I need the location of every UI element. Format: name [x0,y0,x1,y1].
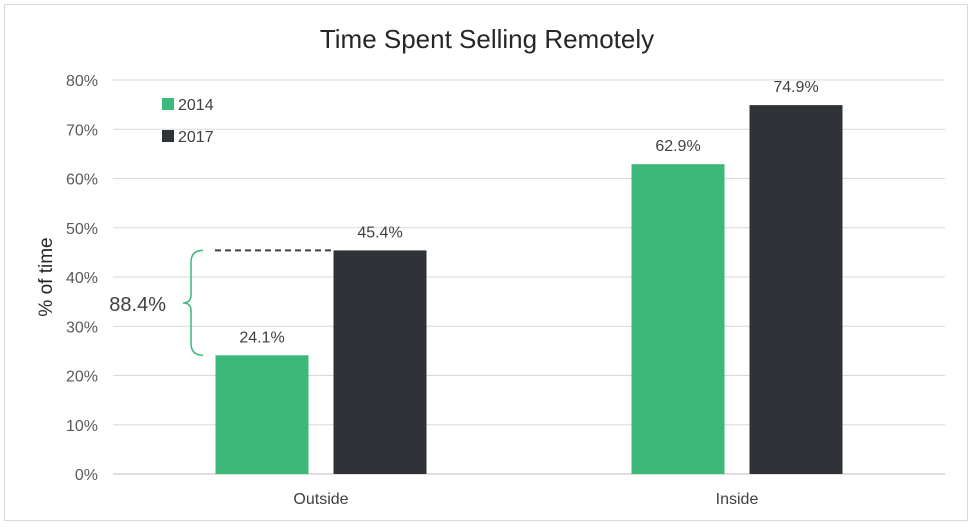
y-axis-label: % of time [36,237,57,316]
x-tick-label: Outside [293,491,348,508]
y-tick-label: 20% [66,369,98,386]
legend-swatch-2014 [162,98,174,110]
data-label: 24.1% [239,329,284,346]
y-tick-label: 30% [66,319,98,336]
legend-label-2017: 2017 [178,129,214,146]
bar-2014-inside [631,164,725,474]
legend: 2014 2017 [162,97,214,146]
y-tick-label: 80% [66,73,98,90]
legend-swatch-2017 [162,130,174,142]
difference-annotation: 88.4% [109,249,334,357]
y-tick-label: 0% [75,467,98,484]
x-tick-label: Inside [716,491,759,508]
y-tick-label: 40% [66,270,98,287]
y-tick-label: 60% [66,172,98,189]
chart-frame [4,4,968,521]
x-tick-labels: Outside Inside [293,491,758,508]
chart-title: Time Spent Selling Remotely [320,24,654,54]
y-tick-label: 10% [66,418,98,435]
bar-2017-inside [749,105,843,475]
bars: 24.1% 45.4% 62.9% 74.9% [215,79,843,475]
legend-label-2014: 2014 [178,97,214,114]
bar-2014-outside [215,355,309,474]
curly-bracket [182,249,204,357]
y-tick-label: 70% [66,122,98,139]
data-label: 45.4% [357,224,402,241]
data-label: 62.9% [655,138,700,155]
difference-label: 88.4% [109,294,166,316]
y-tick-label: 50% [66,221,98,238]
y-tick-labels: 0% 10% 20% 30% 40% 50% 60% 70% 80% [66,73,98,484]
bar-2017-outside [333,250,427,474]
data-label: 74.9% [773,79,818,96]
